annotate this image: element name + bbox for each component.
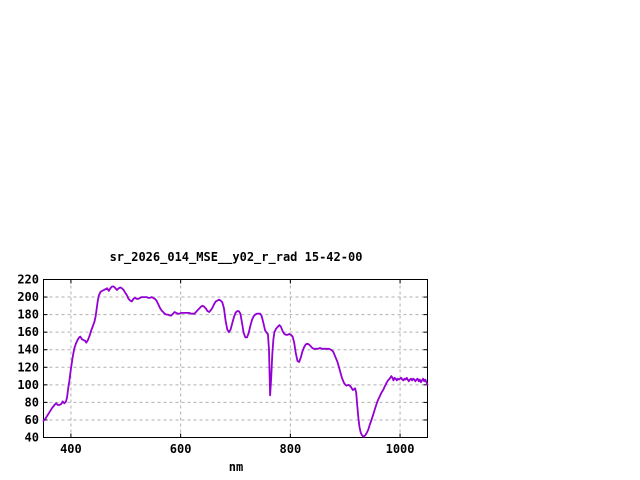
chart-title: sr_2026_014_MSE__y02_r_rad 15-42-00	[109, 250, 363, 264]
y-tick-label: 180	[17, 308, 39, 322]
x-tick-label: 600	[170, 442, 192, 456]
x-tick-label: 1000	[386, 442, 415, 456]
y-tick-label: 100	[17, 378, 39, 392]
y-tick-label: 140	[17, 343, 39, 357]
y-tick-label: 40	[25, 431, 39, 445]
plot-border	[43, 279, 428, 438]
y-tick-label: 80	[25, 395, 39, 409]
x-axis-label: nm	[228, 460, 244, 474]
x-tick-label: 800	[280, 442, 302, 456]
plot-line	[42, 285, 429, 438]
y-tick-label: 60	[25, 413, 39, 427]
y-tick-label: 220	[17, 273, 39, 287]
y-tick-label: 120	[17, 360, 39, 374]
x-tick-label: 400	[60, 442, 82, 456]
y-tick-label: 160	[17, 325, 39, 339]
y-tick-label: 200	[17, 290, 39, 304]
